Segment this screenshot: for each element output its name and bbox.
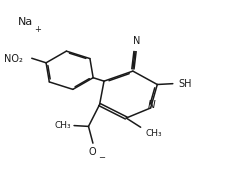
Text: Na: Na xyxy=(18,17,33,28)
Text: N: N xyxy=(148,100,156,111)
Text: N: N xyxy=(133,36,140,46)
Text: NO₂: NO₂ xyxy=(4,54,23,64)
Text: +: + xyxy=(34,25,41,34)
Text: CH₃: CH₃ xyxy=(146,129,162,138)
Text: SH: SH xyxy=(178,79,192,89)
Text: −: − xyxy=(98,153,105,162)
Text: CH₃: CH₃ xyxy=(55,121,71,130)
Text: O: O xyxy=(88,147,96,157)
